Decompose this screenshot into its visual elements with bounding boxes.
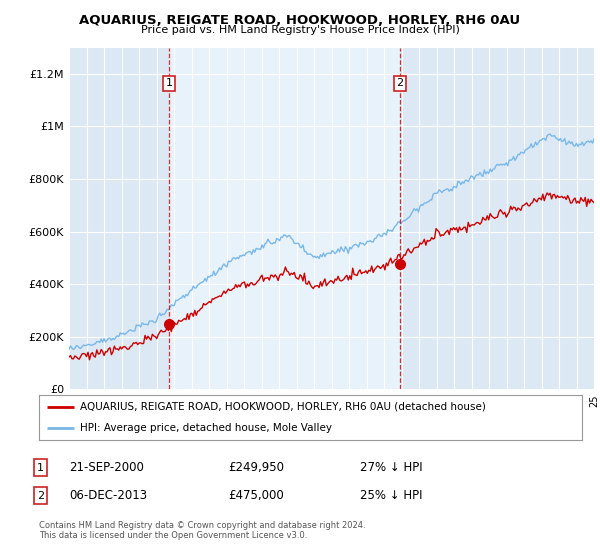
Text: 06-DEC-2013: 06-DEC-2013 <box>69 489 147 502</box>
Text: Price paid vs. HM Land Registry's House Price Index (HPI): Price paid vs. HM Land Registry's House … <box>140 25 460 35</box>
Text: £475,000: £475,000 <box>228 489 284 502</box>
Text: 21-SEP-2000: 21-SEP-2000 <box>69 461 144 474</box>
Text: 2: 2 <box>37 491 44 501</box>
Bar <box>169 48 400 389</box>
Text: £249,950: £249,950 <box>228 461 284 474</box>
Text: AQUARIUS, REIGATE ROAD, HOOKWOOD, HORLEY, RH6 0AU (detached house): AQUARIUS, REIGATE ROAD, HOOKWOOD, HORLEY… <box>80 402 485 412</box>
Text: 1: 1 <box>37 463 44 473</box>
Text: 2: 2 <box>397 78 404 88</box>
Text: 25% ↓ HPI: 25% ↓ HPI <box>360 489 422 502</box>
Text: This data is licensed under the Open Government Licence v3.0.: This data is licensed under the Open Gov… <box>39 531 307 540</box>
Text: Contains HM Land Registry data © Crown copyright and database right 2024.: Contains HM Land Registry data © Crown c… <box>39 521 365 530</box>
Text: HPI: Average price, detached house, Mole Valley: HPI: Average price, detached house, Mole… <box>80 422 332 432</box>
Text: 1: 1 <box>166 78 173 88</box>
Text: 27% ↓ HPI: 27% ↓ HPI <box>360 461 422 474</box>
Text: AQUARIUS, REIGATE ROAD, HOOKWOOD, HORLEY, RH6 0AU: AQUARIUS, REIGATE ROAD, HOOKWOOD, HORLEY… <box>79 14 521 27</box>
